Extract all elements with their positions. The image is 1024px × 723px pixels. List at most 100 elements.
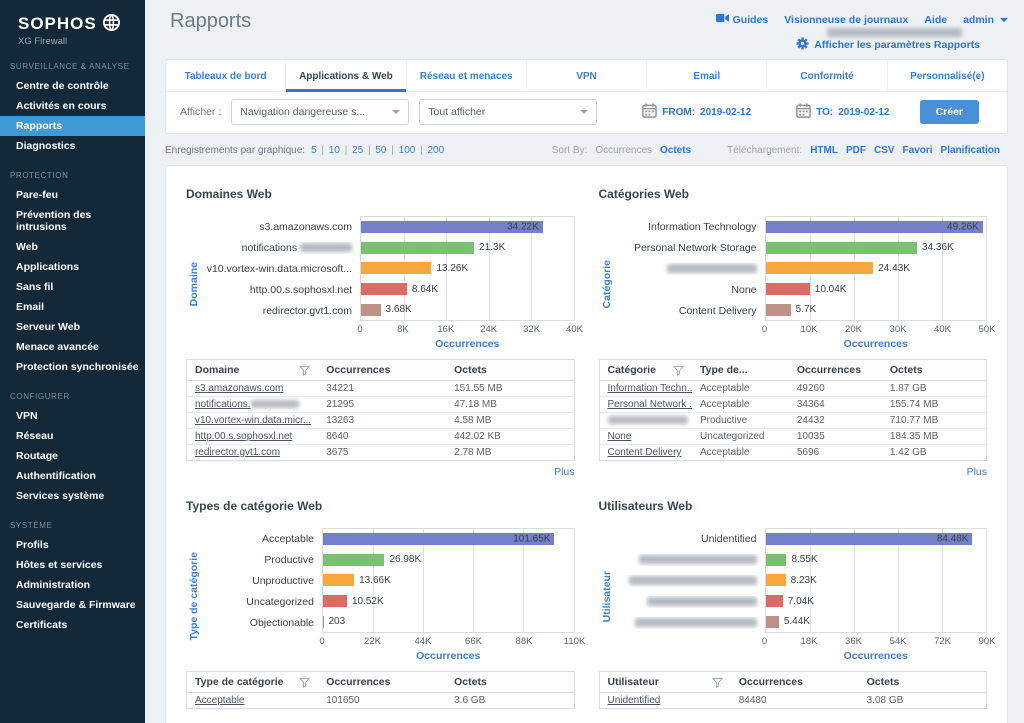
sidebar-item-sauvegarde-firmware[interactable]: Sauvegarde & Firmware [16, 599, 136, 611]
report-settings-link[interactable]: Afficher les paramètres Rapports [796, 37, 980, 53]
sidebar-item-diagnostics[interactable]: Diagnostics [16, 140, 76, 152]
sidebar-item-certificats[interactable]: Certificats [16, 619, 68, 631]
sidebar-item-rapports[interactable]: Rapports [0, 116, 145, 136]
display-filter-dropdown[interactable]: Tout afficher [419, 99, 598, 125]
report-table: Type de catégorie Occurrences Octets Accept… [186, 671, 575, 709]
chart-x-axis-label: Occurrences [416, 650, 481, 662]
chart-tick-label: 20K [845, 324, 862, 335]
sidebar-item-applications[interactable]: Applications [16, 261, 80, 273]
chevron-down-icon [392, 110, 401, 114]
product-name: XG Firewall [18, 36, 68, 47]
records-option-25[interactable]: 25 [352, 145, 364, 156]
log-viewer-link[interactable]: Visionneuse de journaux [784, 13, 909, 26]
column-header-occurrences[interactable]: Occurrences [318, 671, 447, 693]
tab-tableaux-de-bord[interactable]: Tableaux de bord [184, 71, 267, 82]
records-option-10[interactable]: 10 [328, 145, 340, 156]
from-date-picker[interactable]: FROM: 2019-02-12 [642, 103, 751, 121]
chart-tick-label: 40K [934, 324, 951, 335]
download-option-favori[interactable]: Favori [902, 145, 933, 156]
chart-category-label: Unproductive [252, 574, 314, 587]
column-header-categorie[interactable]: Catégorie [599, 359, 692, 381]
tab-conformite[interactable]: Conformité [766, 60, 886, 91]
sidebar-item-services-systeme[interactable]: Services système [16, 490, 105, 502]
guides-link[interactable]: Guides [715, 13, 768, 26]
redacted-text [250, 400, 299, 409]
chart-value-label: 13.66K [359, 574, 391, 586]
tab-email[interactable]: Email [646, 60, 766, 91]
records-option-100[interactable]: 100 [398, 145, 416, 156]
table-cell-link[interactable]: notifications. [195, 399, 251, 410]
admin-menu[interactable]: admin [963, 14, 1008, 26]
chart-tick-label: 72K [934, 636, 951, 647]
records-option-5[interactable]: 5 [311, 145, 317, 156]
table-cell: 151.55 MB [446, 380, 574, 397]
sidebar-item-authentification[interactable]: Authentification [16, 470, 96, 482]
column-header-domaine[interactable]: Domaine [186, 359, 319, 381]
tab-vpn[interactable]: VPN [525, 60, 646, 91]
chart-tick-label: 18K [800, 636, 818, 647]
help-link[interactable]: Aide [924, 13, 948, 26]
records-option-50[interactable]: 50 [375, 145, 387, 156]
table-row: http.00.s.sophosxl.net 8640 442.02 KB [186, 428, 574, 445]
table-cell-link[interactable]: Acceptable [195, 695, 245, 706]
nav-section-label: PROTECTION [10, 171, 69, 180]
column-header-occurrences[interactable]: Occurrences [318, 359, 447, 381]
sidebar-item-prevention-des-intrusions[interactable]: Prévention des intrusions [16, 209, 92, 233]
sidebar-item-routage[interactable]: Routage [16, 450, 58, 462]
download-option-planification[interactable]: Planification [940, 145, 1000, 156]
table-cell-link[interactable]: None [607, 431, 632, 442]
sidebar-item-activites-en-cours[interactable]: Activités en cours [16, 100, 107, 112]
sidebar-item-sans-fil[interactable]: Sans fil [16, 281, 54, 293]
sidebar-item-web[interactable]: Web [16, 241, 38, 253]
column-header-octets[interactable]: Octets [881, 359, 987, 381]
sidebar-item-vpn[interactable]: VPN [16, 410, 38, 422]
download-option-html[interactable]: HTML [810, 145, 838, 156]
records-option-200[interactable]: 200 [427, 145, 445, 156]
sidebar-item-serveur-web[interactable]: Serveur Web [16, 321, 80, 333]
sidebar-item-protection-synchronisee[interactable]: Protection synchronisée [16, 361, 139, 373]
create-button[interactable]: Créer [919, 100, 979, 124]
download-option-pdf[interactable]: PDF [845, 145, 866, 156]
column-header-octets[interactable]: Octets [446, 359, 574, 381]
sidebar-item-email[interactable]: Email [16, 301, 45, 313]
sidebar-item-hotes-et-services[interactable]: Hôtes et services [16, 559, 103, 571]
column-header-type-de-categorie[interactable]: Type de catégorie [186, 671, 319, 693]
sidebar-item-profils[interactable]: Profils [16, 539, 49, 551]
panel-types-categorie-web: Types de catégorie Web Type de catégorie A… [186, 498, 585, 709]
chart-tick-label: 40K [566, 324, 583, 335]
sidebar-item-pare-feu[interactable]: Pare-feu [16, 189, 59, 201]
chart-y-axis-label: Utilisateur [600, 570, 613, 623]
chart-tick-label: 44K [414, 636, 432, 647]
sidebar-item-menace-avancee[interactable]: Menace avancée [16, 341, 99, 353]
table-categories-web: Catégorie Type de... Occurrences Octets Info… [598, 359, 987, 478]
sidebar-item-reseau[interactable]: Réseau [16, 430, 54, 442]
table-cell-link[interactable]: Information Techn... [607, 383, 693, 394]
sidebar-item-administration[interactable]: Administration [16, 579, 91, 591]
table-cell-link[interactable]: s3.amazonaws.com [195, 383, 284, 394]
tab-reseau-et-menaces[interactable]: Réseau et menaces [405, 60, 526, 91]
table-cell-link[interactable]: Content Delivery [607, 447, 682, 458]
download-option-csv[interactable]: CSV [873, 145, 895, 156]
sort-option-octets[interactable]: Octets [660, 145, 692, 156]
tab-card: Tableaux de bord Applications & Web Réseau… [165, 59, 1008, 134]
sidebar-item-centre-de-controle[interactable]: Centre de contrôle [16, 80, 109, 92]
table-cell-link[interactable]: Unidentified [607, 695, 661, 706]
column-header-octets[interactable]: Octets [446, 671, 574, 693]
tab-applications-web[interactable]: Applications & Web [285, 60, 406, 92]
report-type-dropdown[interactable]: Navigation dangereuse s... [231, 99, 410, 125]
more-link[interactable]: Plus [966, 466, 987, 478]
sort-option-occurrences[interactable]: Occurrences [595, 145, 653, 156]
table-cell-link[interactable]: http.00.s.sophosxl.net [195, 431, 293, 442]
table-cell-link[interactable]: redirector.gvt1.com [195, 447, 281, 458]
tab-personnalise-e[interactable]: Personnalisé(e) [886, 60, 1007, 91]
column-header-occurrences[interactable]: Occurrences [730, 671, 859, 693]
column-header-occurrences[interactable]: Occurrences [788, 359, 882, 381]
chart-bar [765, 241, 918, 254]
table-cell-link[interactable]: Personal Network ... [607, 399, 693, 410]
column-header-octets[interactable]: Octets [858, 671, 987, 693]
to-date-picker[interactable]: TO: 2019-02-12 [796, 103, 889, 121]
table-cell-link[interactable]: v10.vortex-win.data.micr... [195, 415, 312, 426]
column-header-utilisateur[interactable]: Utilisateur [599, 671, 731, 693]
column-header-type-de[interactable]: Type de... [692, 359, 789, 381]
more-link[interactable]: Plus [554, 466, 575, 478]
